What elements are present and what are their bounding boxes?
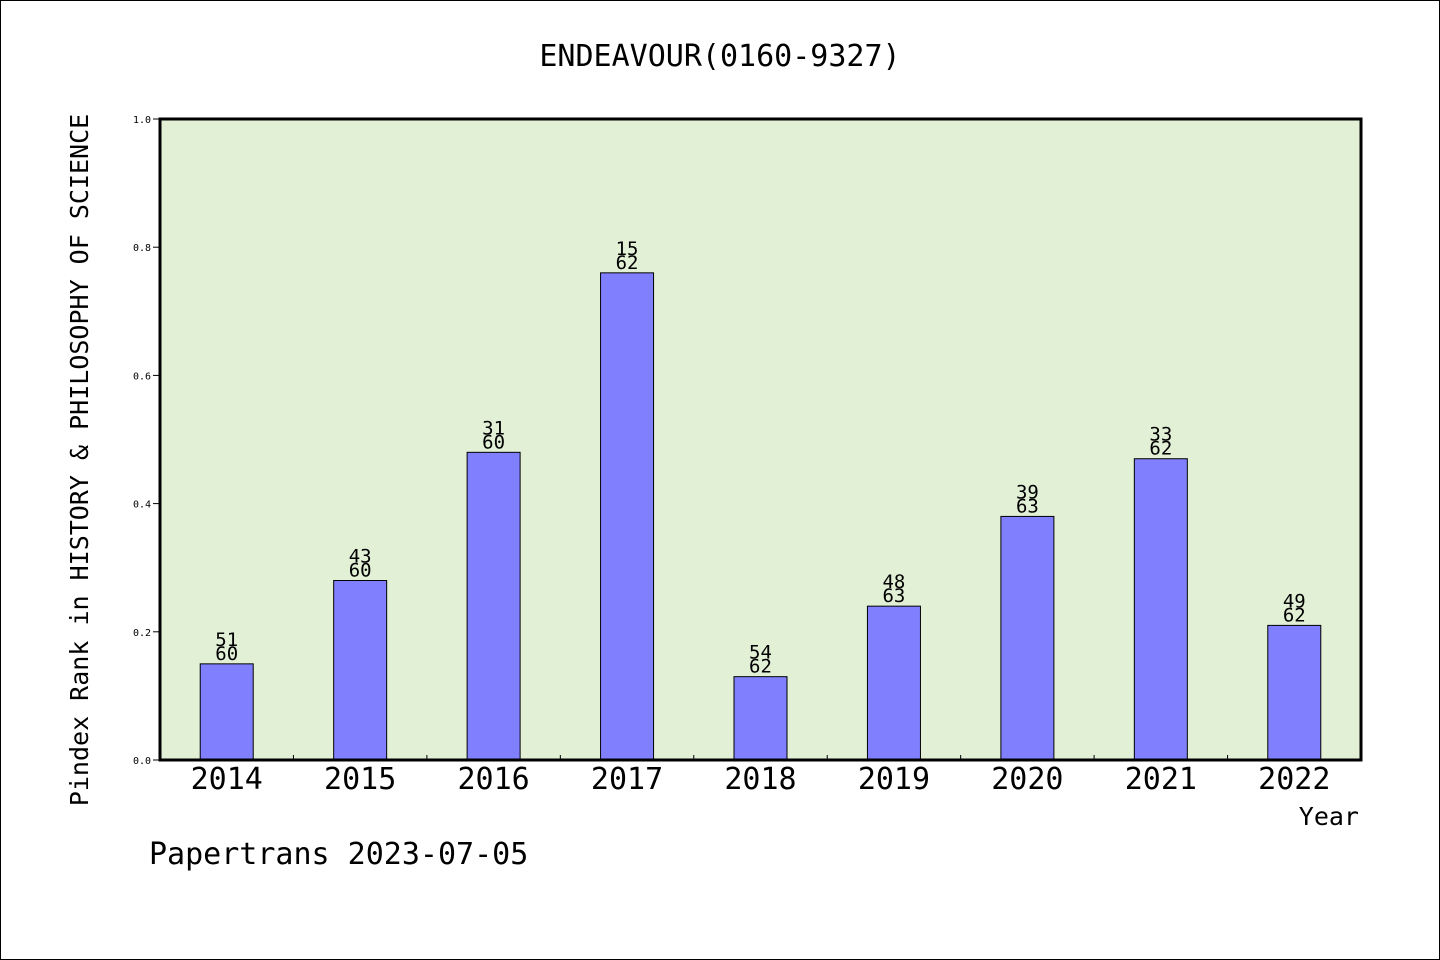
plot-border	[158, 117, 1363, 762]
x-tick-label: 2015	[324, 762, 396, 797]
bar-2014	[199, 663, 254, 761]
bar-rank-label: 43	[349, 546, 372, 568]
y-axis-label: Pindex Rank in HISTORY & PHILOSOPHY OF S…	[65, 114, 94, 806]
bar-2016	[466, 451, 521, 761]
x-tick-label: 2014	[191, 762, 263, 797]
bar-total-label: 62	[616, 252, 639, 274]
bar-2015	[333, 580, 388, 761]
bar-2022	[1267, 624, 1322, 761]
x-tick-label: 2019	[858, 762, 930, 797]
y-tick-label: 0.2	[133, 628, 151, 639]
bar-total-label: 60	[349, 560, 372, 582]
x-axis: 2014 2015 2016 2017 2018 2019 2020 2021 2022	[191, 755, 1330, 797]
y-tick-label: 0.4	[133, 500, 151, 511]
x-tick-label: 2018	[724, 762, 796, 797]
bar-2019	[866, 605, 921, 761]
footer-credit: Papertrans 2023-07-05	[149, 837, 528, 872]
bar-rank-label: 15	[616, 238, 639, 260]
bar-2017	[600, 272, 655, 761]
bar-rank-label: 31	[482, 417, 505, 439]
bar-rank-label: 48	[882, 571, 905, 593]
bar-2020	[1000, 515, 1055, 761]
x-tick-label: 2021	[1125, 762, 1197, 797]
y-tick-label: 0.8	[133, 243, 151, 254]
bar-total-label: 60	[215, 643, 238, 665]
bar-2018	[733, 676, 788, 761]
x-axis-label: Year	[1299, 802, 1359, 831]
bar-rank-label: 49	[1283, 590, 1306, 612]
x-tick-label: 2016	[457, 762, 529, 797]
bar-total-label: 60	[482, 431, 505, 453]
x-tick-label: 2017	[591, 762, 663, 797]
bar-total-label: 63	[1016, 495, 1039, 517]
y-tick-label: 1.0	[133, 115, 151, 126]
y-axis: 0.0 0.2 0.4 0.6 0.8 1.0	[133, 115, 160, 767]
x-tick-label: 2020	[991, 762, 1063, 797]
y-tick-label: 0.0	[133, 756, 151, 767]
bar-rank-label: 33	[1149, 424, 1172, 446]
bar-rank-label: 54	[749, 642, 772, 664]
bar-2021	[1133, 458, 1188, 761]
bar-rank-label: 51	[215, 629, 238, 651]
chart-title: ENDEAVOUR(0160-9327)	[539, 39, 900, 74]
bar-total-label: 62	[749, 656, 772, 678]
y-tick-label: 0.6	[133, 371, 151, 382]
x-tick-label: 2022	[1258, 762, 1330, 797]
bar-total-label: 62	[1283, 604, 1306, 626]
bar-total-label: 63	[882, 585, 905, 607]
bar-total-label: 62	[1149, 438, 1172, 460]
bar-rank-label: 39	[1016, 481, 1039, 503]
